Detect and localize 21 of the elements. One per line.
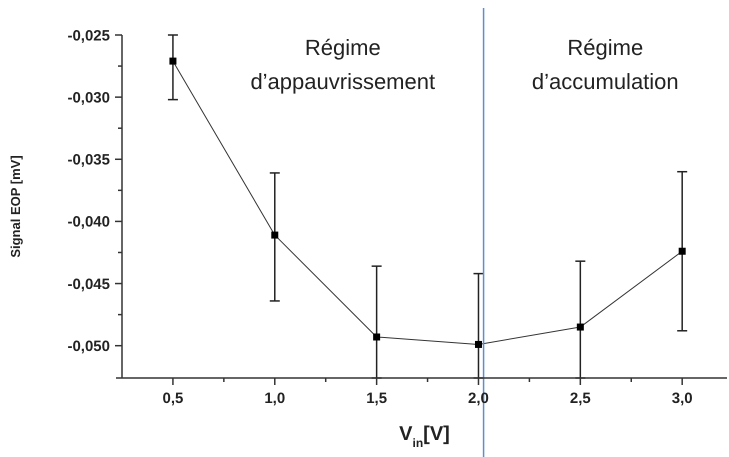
point: [576, 324, 584, 331]
y-tick-label: -0,025: [67, 27, 110, 44]
x-tick-label: 1,5: [366, 390, 388, 407]
y-tick-label: -0,030: [67, 89, 110, 106]
point: [678, 248, 686, 255]
x-tick-label: 0,5: [162, 390, 184, 407]
y-tick-label: -0,035: [67, 152, 110, 169]
point: [169, 58, 176, 65]
x-tick-label: 2,5: [570, 390, 591, 407]
annotation: Régime d’accumulation: [532, 35, 679, 94]
y-tick-label: -0,040: [67, 214, 110, 231]
point: [271, 232, 278, 239]
point: [474, 340, 482, 348]
y-tick-label: -0,045: [67, 276, 110, 293]
y-axis-title: Signal EOP [mV]: [8, 155, 23, 258]
annotation: Régime d’appauvrissement: [250, 35, 436, 94]
x-tick-label: 1,0: [264, 390, 286, 407]
x-axis-title: V$_{in}$[V]: [399, 423, 450, 450]
y-tick-label: -0,050: [67, 338, 110, 355]
x-tick-label: 3,0: [672, 390, 693, 407]
point: [373, 333, 380, 340]
